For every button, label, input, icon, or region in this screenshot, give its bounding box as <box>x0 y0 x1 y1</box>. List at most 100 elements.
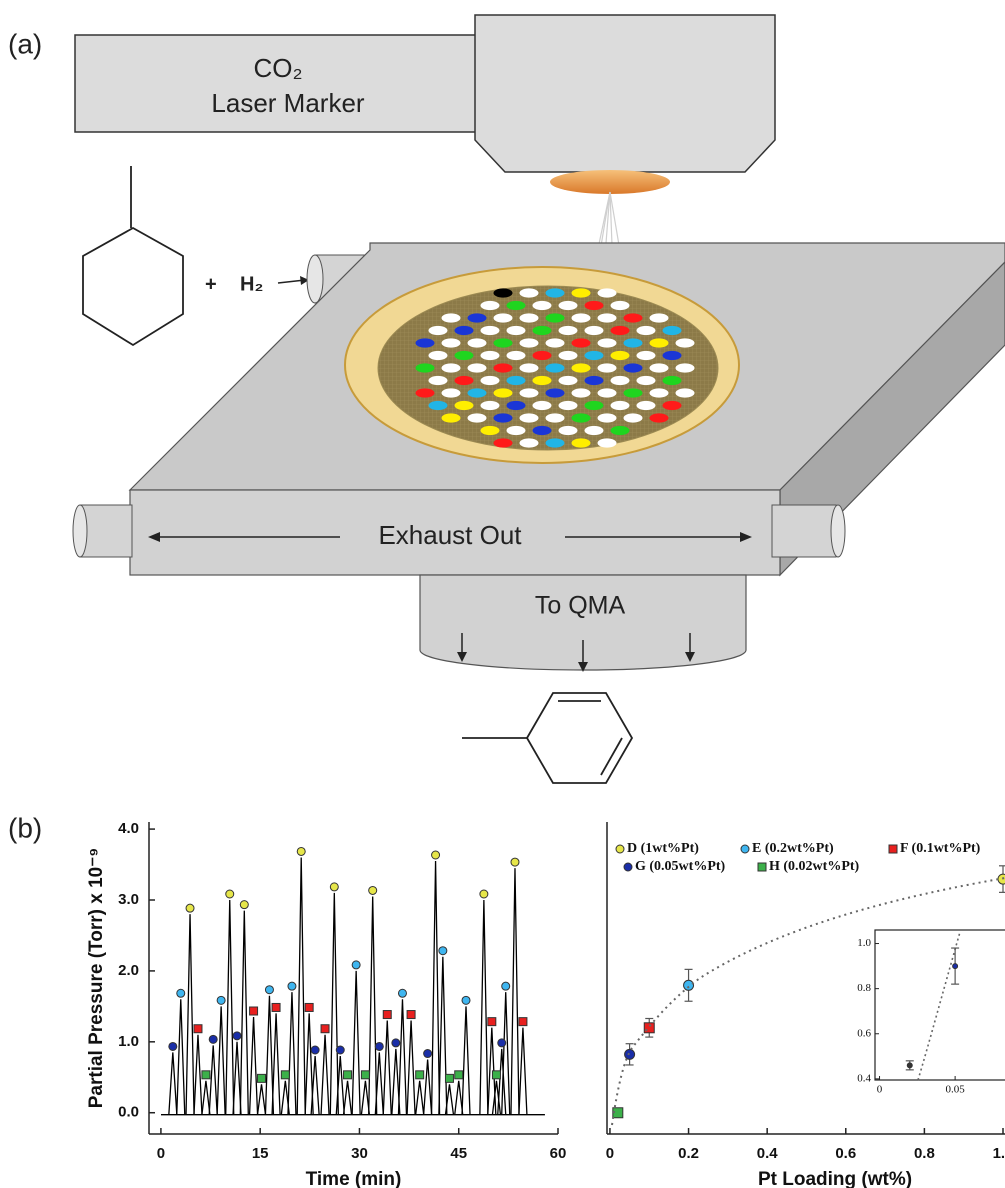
x-tick-label: 45 <box>450 1145 467 1162</box>
marker <box>311 1046 319 1054</box>
spot <box>559 301 578 310</box>
spot <box>494 288 513 297</box>
spot <box>468 413 487 422</box>
marker <box>462 996 470 1004</box>
marker <box>258 1074 266 1082</box>
spot <box>520 363 539 372</box>
spot <box>416 388 435 397</box>
y-tick-label: 3.0 <box>118 891 139 908</box>
spot <box>572 438 591 447</box>
marker <box>644 1023 654 1033</box>
spot <box>611 401 630 410</box>
spot <box>494 388 513 397</box>
legend-label: H (0.02wt%Pt) <box>769 859 860 874</box>
marker <box>330 883 338 891</box>
marker <box>424 1050 432 1058</box>
y-axis-label: Partial Pressure (Torr) x 10⁻⁹ <box>86 848 107 1109</box>
exhaust-tube <box>772 505 836 557</box>
spot <box>546 288 565 297</box>
marker <box>240 901 248 909</box>
spot <box>455 326 474 335</box>
spot <box>598 313 617 322</box>
spot <box>546 363 565 372</box>
spot <box>611 351 630 360</box>
spot <box>585 426 604 435</box>
spot <box>520 388 539 397</box>
peak <box>194 1035 202 1115</box>
spot <box>624 388 643 397</box>
spot <box>663 376 682 385</box>
marker <box>488 1018 496 1026</box>
spot <box>598 388 617 397</box>
spot <box>585 376 604 385</box>
spot <box>650 413 669 422</box>
spot <box>546 313 565 322</box>
spot <box>520 438 539 447</box>
spot <box>546 338 565 347</box>
spot <box>520 413 539 422</box>
spot <box>611 326 630 335</box>
spot <box>585 401 604 410</box>
x-tick-label: 0.2 <box>678 1145 699 1162</box>
y-tick-label: 1.0 <box>857 937 871 949</box>
spot <box>429 326 448 335</box>
peak <box>177 999 185 1114</box>
x-tick-label: 0 <box>877 1084 883 1096</box>
marker <box>889 845 897 853</box>
y-tick-label: 1.0 <box>118 1033 139 1050</box>
peak <box>398 999 406 1114</box>
cyclohexane <box>83 166 183 345</box>
spot <box>572 363 591 372</box>
spot <box>468 313 487 322</box>
peak <box>439 957 447 1115</box>
spot <box>468 338 487 347</box>
peak <box>407 1021 415 1115</box>
spot <box>442 313 461 322</box>
legend-label: G (0.05wt%Pt) <box>635 859 726 874</box>
panel-label: (a) <box>8 28 42 59</box>
legend-label: D (1wt%Pt) <box>627 841 699 856</box>
peak <box>432 861 440 1115</box>
spot <box>598 288 617 297</box>
spot <box>546 438 565 447</box>
x-tick-label: 15 <box>252 1145 269 1162</box>
spot <box>611 426 630 435</box>
spot <box>429 401 448 410</box>
spot <box>676 363 695 372</box>
peak <box>288 992 296 1115</box>
spot <box>533 326 552 335</box>
spot <box>468 363 487 372</box>
exhaust-label: Exhaust Out <box>378 520 522 550</box>
marker <box>684 980 694 990</box>
spot <box>429 376 448 385</box>
peak <box>455 1081 463 1115</box>
spot <box>507 301 526 310</box>
marker <box>305 1003 313 1011</box>
spot <box>533 301 552 310</box>
spot <box>442 363 461 372</box>
laser-title: CO₂ <box>253 53 302 83</box>
marker <box>361 1071 369 1079</box>
spot <box>455 401 474 410</box>
spot <box>598 413 617 422</box>
spot <box>533 401 552 410</box>
exhaust-tube <box>80 505 132 557</box>
reactor-diagram: (a) CO₂ Laser Marker + H₂ Exhaust Out To… <box>8 15 1005 843</box>
spot <box>637 376 656 385</box>
spot <box>481 301 500 310</box>
peak <box>383 1021 391 1115</box>
exhaust-tube-end <box>831 505 845 557</box>
exhaust-tube-end <box>73 505 87 557</box>
spot <box>494 313 513 322</box>
peak <box>511 868 519 1115</box>
peak <box>462 1006 470 1114</box>
figure: (a) CO₂ Laser Marker + H₂ Exhaust Out To… <box>0 0 1005 1188</box>
laser-head <box>475 15 775 172</box>
peak <box>272 1013 280 1114</box>
peak <box>217 1006 225 1114</box>
spot <box>520 288 539 297</box>
marker <box>233 1032 241 1040</box>
x-tick-label: 30 <box>351 1145 368 1162</box>
y-tick-label: 0.4 <box>857 1072 871 1084</box>
spot <box>663 326 682 335</box>
